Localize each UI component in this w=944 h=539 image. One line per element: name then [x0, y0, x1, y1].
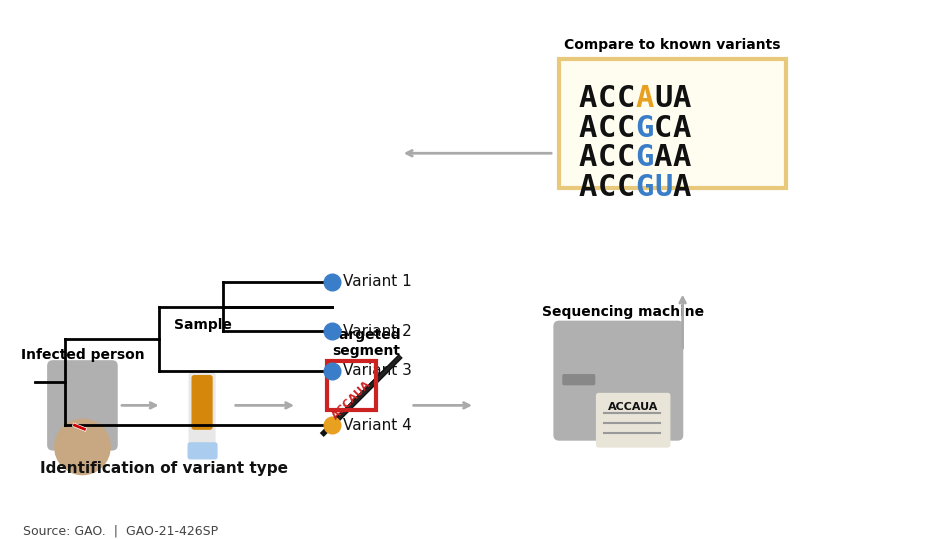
Text: Variant 3: Variant 3	[343, 363, 412, 378]
Text: Source: GAO.  |  GAO-21-426SP: Source: GAO. | GAO-21-426SP	[23, 524, 218, 537]
Text: Compare to known variants: Compare to known variants	[564, 38, 780, 52]
Text: C: C	[615, 173, 634, 202]
Text: C: C	[615, 143, 634, 172]
Text: A: A	[578, 114, 597, 143]
FancyBboxPatch shape	[192, 376, 211, 429]
Text: A: A	[578, 143, 597, 172]
Text: U: U	[653, 173, 671, 202]
Text: G: G	[634, 143, 653, 172]
Text: A: A	[672, 143, 690, 172]
Text: C: C	[597, 84, 615, 113]
Text: Sequencing machine: Sequencing machine	[542, 305, 703, 319]
Text: A: A	[672, 173, 690, 202]
Text: Variant 2: Variant 2	[343, 324, 412, 338]
Text: ACCAUA: ACCAUA	[329, 379, 372, 422]
Text: Targeted
segment: Targeted segment	[331, 328, 400, 358]
Text: C: C	[615, 84, 634, 113]
Text: C: C	[597, 114, 615, 143]
FancyBboxPatch shape	[188, 443, 217, 459]
Text: Identification of variant type: Identification of variant type	[40, 461, 287, 476]
Circle shape	[55, 419, 110, 475]
Text: Variant 4: Variant 4	[343, 418, 412, 433]
Text: Infected person: Infected person	[21, 348, 144, 362]
Text: Variant 1: Variant 1	[343, 274, 412, 289]
FancyBboxPatch shape	[48, 361, 117, 450]
Text: A: A	[672, 84, 690, 113]
FancyBboxPatch shape	[559, 59, 785, 188]
Text: C: C	[615, 114, 634, 143]
Text: A: A	[672, 114, 690, 143]
FancyBboxPatch shape	[189, 373, 214, 453]
Text: G: G	[634, 173, 653, 202]
Text: A: A	[578, 173, 597, 202]
Text: G: G	[634, 114, 653, 143]
Text: U: U	[653, 84, 671, 113]
Text: ACCAUA: ACCAUA	[607, 402, 658, 412]
Text: A: A	[578, 84, 597, 113]
Text: Sample: Sample	[174, 319, 232, 333]
FancyBboxPatch shape	[596, 393, 669, 447]
Text: C: C	[597, 143, 615, 172]
Text: C: C	[653, 114, 671, 143]
Text: C: C	[597, 173, 615, 202]
FancyBboxPatch shape	[553, 321, 682, 440]
Text: A: A	[653, 143, 671, 172]
Text: A: A	[634, 84, 653, 113]
FancyBboxPatch shape	[563, 375, 594, 385]
